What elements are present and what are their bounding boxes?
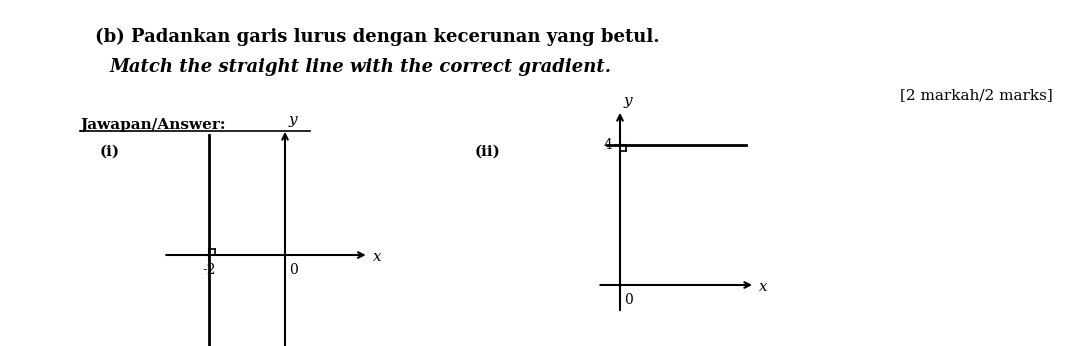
Text: y: y [624, 94, 633, 108]
Text: 0: 0 [289, 263, 297, 277]
Text: Match the straight line with the correct gradient.: Match the straight line with the correct… [110, 58, 612, 76]
Text: 0: 0 [624, 293, 633, 307]
Text: (ii): (ii) [475, 145, 501, 159]
Text: x: x [759, 280, 768, 294]
Text: y: y [289, 113, 297, 127]
Text: -2: -2 [203, 263, 216, 277]
Text: (i): (i) [100, 145, 120, 159]
Text: Jawapan/Answer:: Jawapan/Answer: [79, 118, 225, 132]
Text: (b) Padankan garis lurus dengan kecerunan yang betul.: (b) Padankan garis lurus dengan keceruna… [95, 28, 660, 46]
Text: x: x [372, 250, 381, 264]
Text: 4: 4 [603, 138, 612, 152]
Text: [2 markah/2 marks]: [2 markah/2 marks] [900, 88, 1053, 102]
